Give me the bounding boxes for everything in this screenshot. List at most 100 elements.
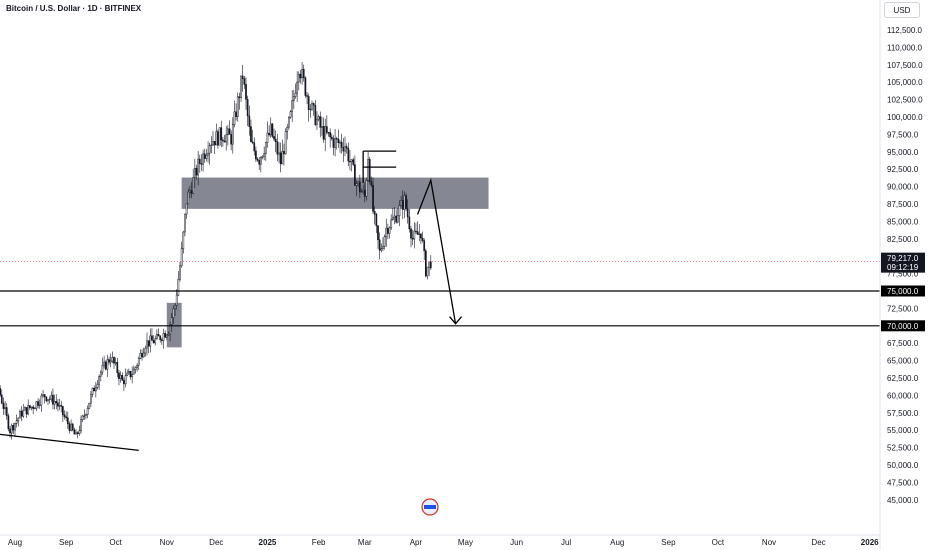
x-tick-label: Nov (160, 538, 174, 547)
candle-body (311, 103, 313, 110)
candle-body (418, 233, 421, 235)
y-tick-label: 77,500.0 (887, 270, 919, 279)
currency-button[interactable]: USD (884, 2, 920, 18)
candle-body (322, 126, 325, 140)
candle-body (398, 205, 401, 217)
y-tick-label: 55,000.0 (887, 426, 919, 435)
candle-body (269, 123, 272, 136)
candle-body (344, 146, 346, 152)
candles (0, 61, 432, 440)
candle-body (170, 317, 173, 325)
candle-body (50, 394, 53, 400)
candle-body (113, 357, 115, 364)
candle-body (278, 152, 280, 155)
candle-body (342, 147, 345, 152)
candle-body (375, 213, 378, 227)
candle-body (405, 195, 407, 210)
level-badge (881, 285, 925, 297)
candle-body (169, 324, 171, 335)
candle-body (246, 99, 249, 117)
y-tick-label: 82,500.0 (887, 235, 919, 244)
candle-body (411, 237, 414, 240)
y-tick-label: 92,500.0 (887, 165, 919, 174)
candle-body (108, 359, 110, 363)
candle-body (330, 136, 333, 139)
candle-body (111, 357, 114, 362)
candle-body (365, 180, 368, 197)
y-tick-label: 110,000.0 (887, 43, 923, 52)
candle-body (0, 388, 2, 396)
x-tick-label: Oct (712, 538, 725, 547)
candle-body (132, 369, 135, 375)
candle-body (423, 240, 426, 252)
candle-body (83, 415, 86, 417)
candle-body (10, 425, 13, 434)
candle-body (243, 78, 246, 85)
candle-body (289, 111, 292, 118)
candle-body (71, 423, 74, 431)
candle-body (241, 75, 244, 79)
candle-body (377, 225, 379, 241)
candle-body (321, 126, 323, 128)
countdown-label: 09:12:19 (887, 263, 919, 272)
candle-body (334, 138, 336, 148)
candle-body (250, 126, 252, 142)
candle-body (76, 432, 79, 434)
candle-body (360, 191, 363, 193)
candle-body (276, 141, 279, 155)
candle-body (123, 380, 125, 385)
candle-body (256, 158, 259, 161)
y-tick-label: 100,000.0 (887, 113, 923, 122)
time-axis: Aug Sep Oct Nov Dec 2025 Feb Mar Apr May Jun Jul Aug… (0, 534, 880, 547)
candle-body (357, 181, 360, 184)
candle-body (47, 399, 49, 402)
candle-body (372, 184, 374, 212)
candle-body (416, 231, 419, 235)
y-tick-label: 107,500.0 (887, 61, 923, 70)
candle-body (14, 423, 16, 431)
candle-body (159, 335, 162, 341)
candle-body (345, 146, 348, 149)
candle-body (114, 362, 117, 364)
candle-body (137, 358, 140, 366)
candle-body (340, 141, 343, 148)
candle-body (124, 375, 127, 385)
candle-body (177, 279, 180, 296)
candle-body (390, 219, 393, 229)
candle-body (304, 77, 307, 96)
candle-body (189, 190, 191, 193)
candle-body (116, 362, 119, 374)
y-tick-label: 112,500.0 (887, 26, 923, 35)
candle-body (42, 394, 44, 397)
candle-body (24, 407, 26, 411)
candle-body (415, 230, 417, 233)
candle-body (162, 333, 165, 341)
candle-body (103, 361, 105, 366)
candle-body (60, 405, 63, 407)
candle-body (48, 398, 51, 401)
candle-body (184, 213, 186, 233)
y-tick-label: 72,500.0 (887, 304, 919, 313)
candle-body (294, 92, 297, 97)
candle-body (261, 155, 264, 158)
x-tick-label: Aug (8, 538, 22, 547)
candle-body (255, 150, 257, 160)
candle-body (380, 248, 383, 251)
candle-body (195, 167, 198, 176)
candle-body (62, 406, 64, 416)
candle-body (403, 195, 406, 210)
candle-body (147, 340, 150, 347)
candle-body (134, 367, 137, 371)
tradingview-logo-icon (421, 498, 439, 516)
candle-body (78, 430, 81, 434)
level-badge-label: 70,000.0 (887, 322, 919, 331)
x-tick-label: Dec (209, 538, 223, 547)
y-tick-label: 87,500.0 (887, 200, 919, 209)
candle-body (146, 340, 148, 349)
candle-body (88, 402, 91, 409)
x-tick-label: Apr (410, 538, 423, 547)
candle-body (222, 139, 224, 142)
candle-body (301, 69, 303, 79)
candle-body (319, 116, 322, 128)
